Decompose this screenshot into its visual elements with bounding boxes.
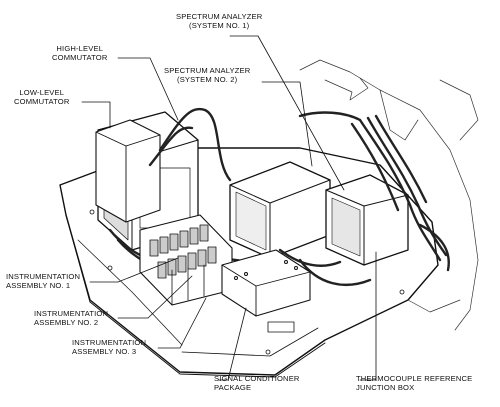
low-level-commutator-box [95,119,161,223]
spectrum-analyzer-1-box [325,174,409,266]
label-low-level-commutator: LOW-LEVEL COMMUTATOR [14,88,70,106]
spectrum-analyzer-2-box [229,161,331,259]
label-spectrum-analyzer-2: SPECTRUM ANALYZER (SYSTEM NO. 2) [164,66,251,84]
label-high-level-commutator: HIGH-LEVEL COMMUTATOR [52,44,108,62]
support-bracket [299,59,479,331]
label-instrumentation-assembly-2: INSTRUMENTATION ASSEMBLY NO. 2 [34,309,109,327]
label-instrumentation-assembly-3: INSTRUMENTATION ASSEMBLY NO. 3 [72,338,147,356]
label-instrumentation-assembly-1: INSTRUMENTATION ASSEMBLY NO. 1 [6,272,81,290]
label-thermocouple-reference-junction-box: THERMOCOUPLE REFERENCE JUNCTION BOX [356,374,473,392]
instrumentation-assemblies [139,214,233,306]
signal-conditioner-package [221,249,311,317]
label-signal-conditioner-package: SIGNAL CONDITIONER PACKAGE [214,374,300,392]
label-spectrum-analyzer-1: SPECTRUM ANALYZER (SYSTEM NO. 1) [176,12,263,30]
leader-lines [81,35,377,381]
